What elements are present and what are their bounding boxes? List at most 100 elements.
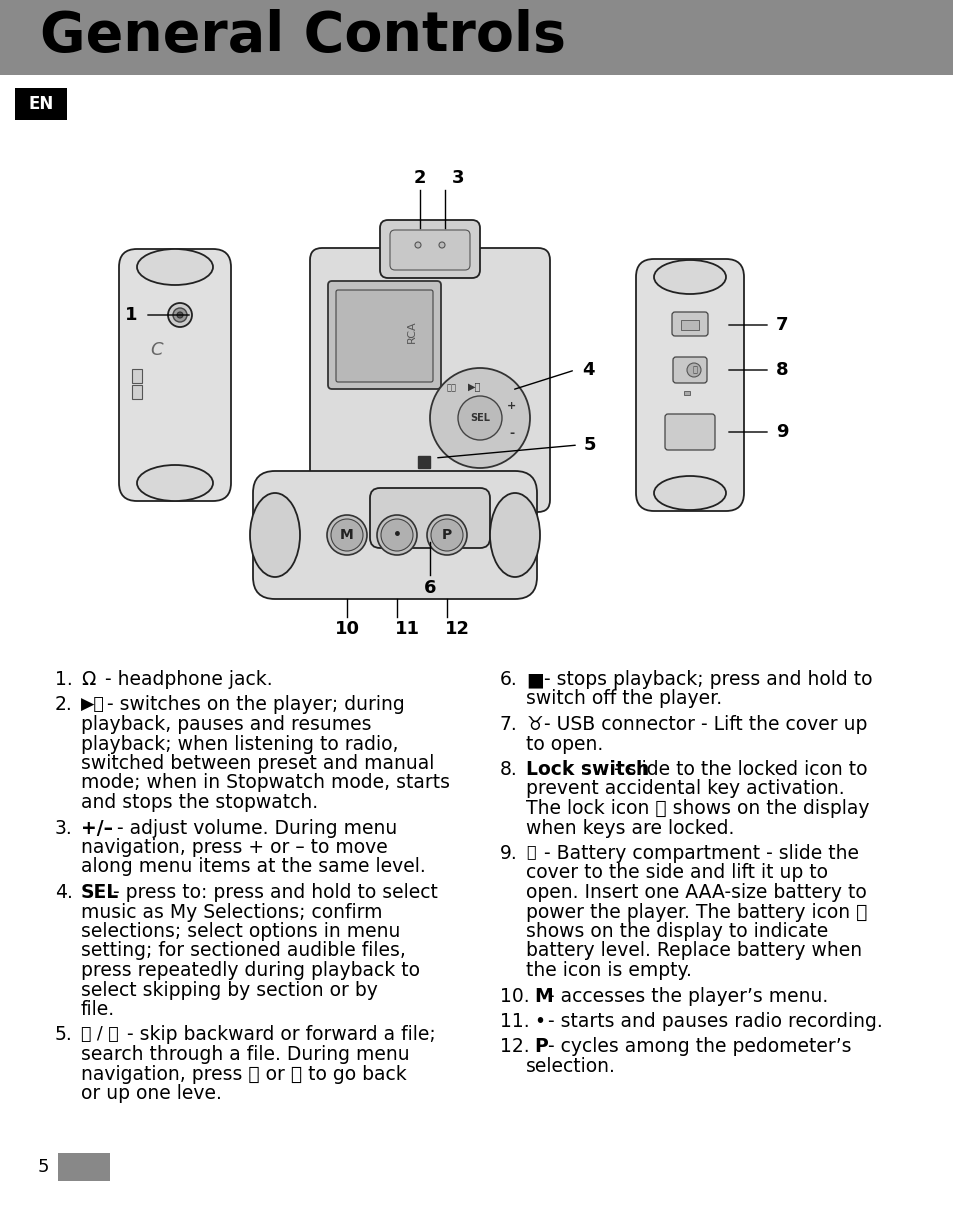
Text: 11: 11 (395, 620, 419, 638)
Text: RCA: RCA (407, 321, 416, 344)
Text: ⏮⏭: ⏮⏭ (447, 384, 456, 392)
Text: selection.: selection. (525, 1057, 616, 1076)
Circle shape (427, 515, 467, 555)
Ellipse shape (654, 476, 725, 510)
Text: 12: 12 (444, 620, 469, 638)
Text: ♉: ♉ (525, 714, 542, 734)
FancyBboxPatch shape (636, 259, 743, 512)
FancyBboxPatch shape (672, 357, 706, 383)
Text: or up one leve.: or up one leve. (81, 1084, 222, 1103)
Text: ▶⏡: ▶⏡ (81, 695, 105, 713)
Circle shape (415, 242, 420, 248)
Circle shape (168, 303, 192, 327)
FancyBboxPatch shape (335, 290, 433, 382)
Text: - Battery compartment - slide the: - Battery compartment - slide the (543, 844, 858, 863)
Circle shape (430, 368, 530, 468)
FancyBboxPatch shape (390, 230, 470, 270)
Text: - switches on the player; during: - switches on the player; during (107, 695, 404, 714)
Text: - skip backward or forward a file;: - skip backward or forward a file; (127, 1025, 436, 1045)
Text: Ω: Ω (81, 669, 95, 689)
Bar (683, 391, 689, 395)
Text: 10: 10 (335, 620, 359, 638)
Text: selections; select options in menu: selections; select options in menu (81, 922, 400, 940)
Ellipse shape (137, 249, 213, 286)
Text: - accesses the player’s menu.: - accesses the player’s menu. (547, 987, 827, 1006)
Text: ⚿: ⚿ (692, 366, 697, 374)
FancyBboxPatch shape (664, 414, 714, 450)
Text: +: + (507, 401, 517, 411)
Text: navigation, press + or – to move: navigation, press + or – to move (81, 838, 387, 857)
Text: 10.: 10. (499, 987, 529, 1006)
Text: - headphone jack.: - headphone jack. (105, 669, 273, 689)
Text: cover to the side and lift it up to: cover to the side and lift it up to (525, 864, 827, 882)
Text: +/–: +/– (81, 819, 112, 837)
Text: 4: 4 (581, 361, 594, 379)
FancyBboxPatch shape (119, 249, 231, 501)
Text: 6: 6 (423, 580, 436, 597)
Text: switch off the player.: switch off the player. (525, 689, 721, 708)
Bar (58, 1153, 110, 1181)
Text: 2.: 2. (55, 695, 72, 714)
Text: - adjust volume. During menu: - adjust volume. During menu (117, 819, 396, 837)
Text: - starts and pauses radio recording.: - starts and pauses radio recording. (547, 1012, 882, 1032)
Text: •: • (392, 529, 401, 542)
Text: setting; for sectioned audible files,: setting; for sectioned audible files, (81, 942, 405, 961)
Text: power the player. The battery icon 🔋: power the player. The battery icon 🔋 (525, 903, 866, 921)
Circle shape (438, 242, 444, 248)
Circle shape (327, 515, 367, 555)
Text: playback, pauses and resumes: playback, pauses and resumes (81, 714, 371, 734)
Circle shape (331, 519, 363, 550)
FancyBboxPatch shape (328, 281, 440, 389)
Text: 1.: 1. (55, 669, 72, 689)
Circle shape (431, 519, 462, 550)
Text: when keys are locked.: when keys are locked. (525, 819, 734, 837)
Ellipse shape (137, 465, 213, 501)
Text: 2: 2 (414, 169, 426, 187)
Text: 7: 7 (775, 316, 787, 334)
Text: 3.: 3. (55, 819, 72, 837)
FancyBboxPatch shape (671, 312, 707, 337)
Text: file.: file. (81, 1000, 115, 1019)
Text: Lock switch: Lock switch (525, 761, 649, 779)
Text: 1: 1 (125, 306, 137, 324)
Text: M: M (340, 529, 354, 542)
Circle shape (686, 363, 700, 377)
FancyBboxPatch shape (310, 248, 550, 512)
Text: 9: 9 (775, 423, 787, 441)
Text: 4.: 4. (55, 883, 72, 902)
Text: M: M (534, 987, 552, 1006)
FancyBboxPatch shape (253, 471, 537, 599)
Text: 8.: 8. (499, 761, 517, 779)
Text: to open.: to open. (525, 735, 602, 753)
Text: 6.: 6. (499, 669, 517, 689)
Text: 8: 8 (775, 361, 787, 379)
Text: - USB connector - Lift the cover up: - USB connector - Lift the cover up (543, 714, 866, 734)
Text: along menu items at the same level.: along menu items at the same level. (81, 858, 425, 876)
Text: switched between preset and manual: switched between preset and manual (81, 755, 434, 773)
Text: P: P (441, 529, 452, 542)
Text: ▶⏡: ▶⏡ (468, 382, 481, 391)
Text: 🔋: 🔋 (525, 844, 535, 859)
Ellipse shape (250, 493, 299, 577)
Text: - cycles among the pedometer’s: - cycles among the pedometer’s (547, 1038, 851, 1057)
Circle shape (172, 307, 187, 322)
Bar (680, 320, 699, 330)
Text: - slide to the locked icon to: - slide to the locked icon to (614, 761, 866, 779)
Bar (417, 456, 430, 468)
FancyBboxPatch shape (379, 220, 479, 278)
Circle shape (457, 396, 501, 440)
Text: shows on the display to indicate: shows on the display to indicate (525, 922, 827, 940)
Text: battery level. Replace battery when: battery level. Replace battery when (525, 942, 862, 961)
Text: 7.: 7. (499, 714, 517, 734)
Bar (132, 369, 142, 383)
Bar (0, 0, 953, 75)
Text: playback; when listening to radio,: playback; when listening to radio, (81, 735, 398, 753)
Text: 5: 5 (583, 436, 596, 454)
Text: ■: ■ (525, 669, 543, 689)
Text: 12.: 12. (499, 1038, 529, 1057)
Text: 3: 3 (452, 169, 464, 187)
Text: SEL: SEL (470, 413, 490, 423)
Text: open. Insert one AAA-size battery to: open. Insert one AAA-size battery to (525, 883, 866, 902)
Text: and stops the stopwatch.: and stops the stopwatch. (81, 793, 317, 812)
Ellipse shape (490, 493, 539, 577)
